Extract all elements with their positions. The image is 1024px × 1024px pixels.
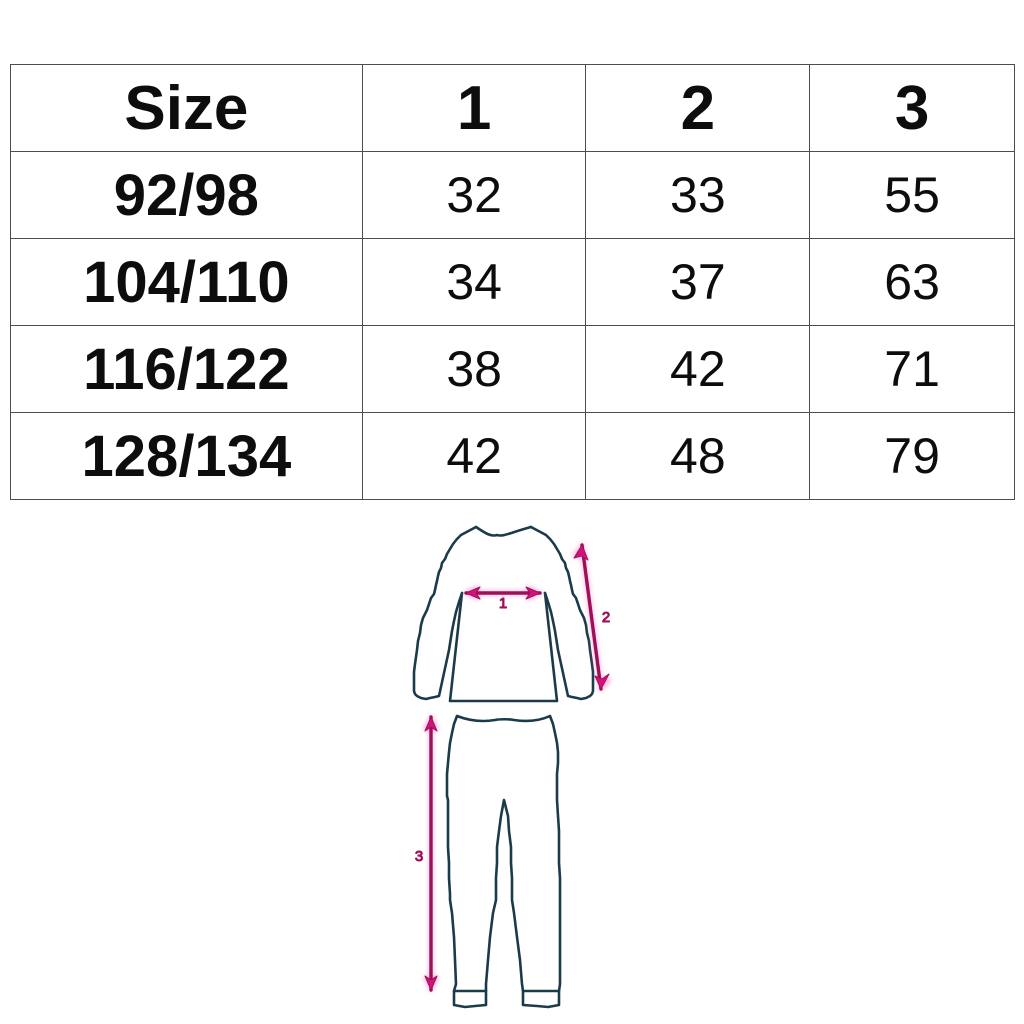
- svg-text:3: 3: [415, 848, 423, 865]
- svg-text:2: 2: [602, 609, 610, 626]
- svg-text:1: 1: [499, 595, 507, 612]
